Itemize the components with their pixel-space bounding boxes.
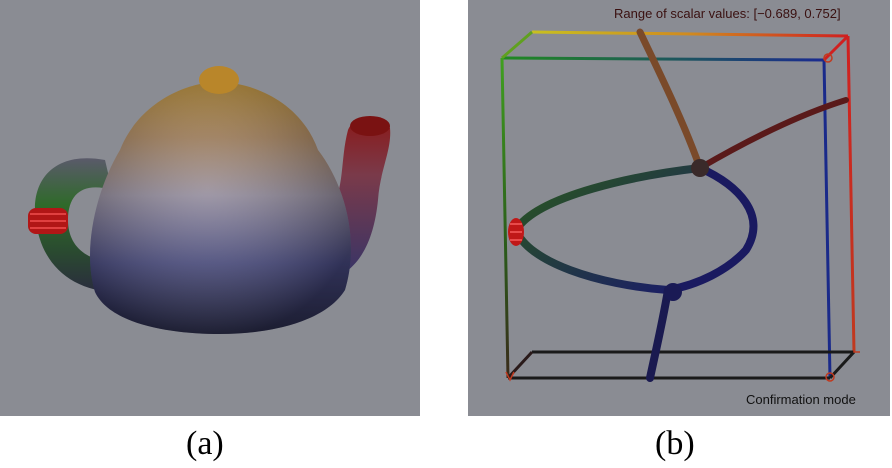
reeb-graph-viewport[interactable]: Range of scalar values: [−0.689, 0.752] … xyxy=(468,0,890,416)
scalar-range-label: Range of scalar values: [−0.689, 0.752] xyxy=(614,6,841,21)
teapot-handle xyxy=(34,158,118,292)
teapot-viewport[interactable] xyxy=(0,0,420,416)
handle-ring-highlight xyxy=(28,208,68,234)
saddle-node xyxy=(664,283,682,301)
reeb-graph-render xyxy=(500,28,860,382)
corner-marker xyxy=(825,372,835,382)
teapot-render xyxy=(28,66,391,334)
bounding-box xyxy=(500,30,856,380)
caption-b: (b) xyxy=(655,425,695,462)
caption-a: (a) xyxy=(186,425,224,462)
corner-marker xyxy=(853,344,860,353)
reeb-graph-edges xyxy=(511,28,849,382)
corner-marker xyxy=(823,53,833,63)
mode-status-label: Confirmation mode xyxy=(746,392,856,407)
selected-node-highlight xyxy=(508,218,524,246)
saddle-node xyxy=(691,159,709,177)
corner-marker xyxy=(505,371,515,382)
teapot-lid-knob xyxy=(199,66,239,94)
